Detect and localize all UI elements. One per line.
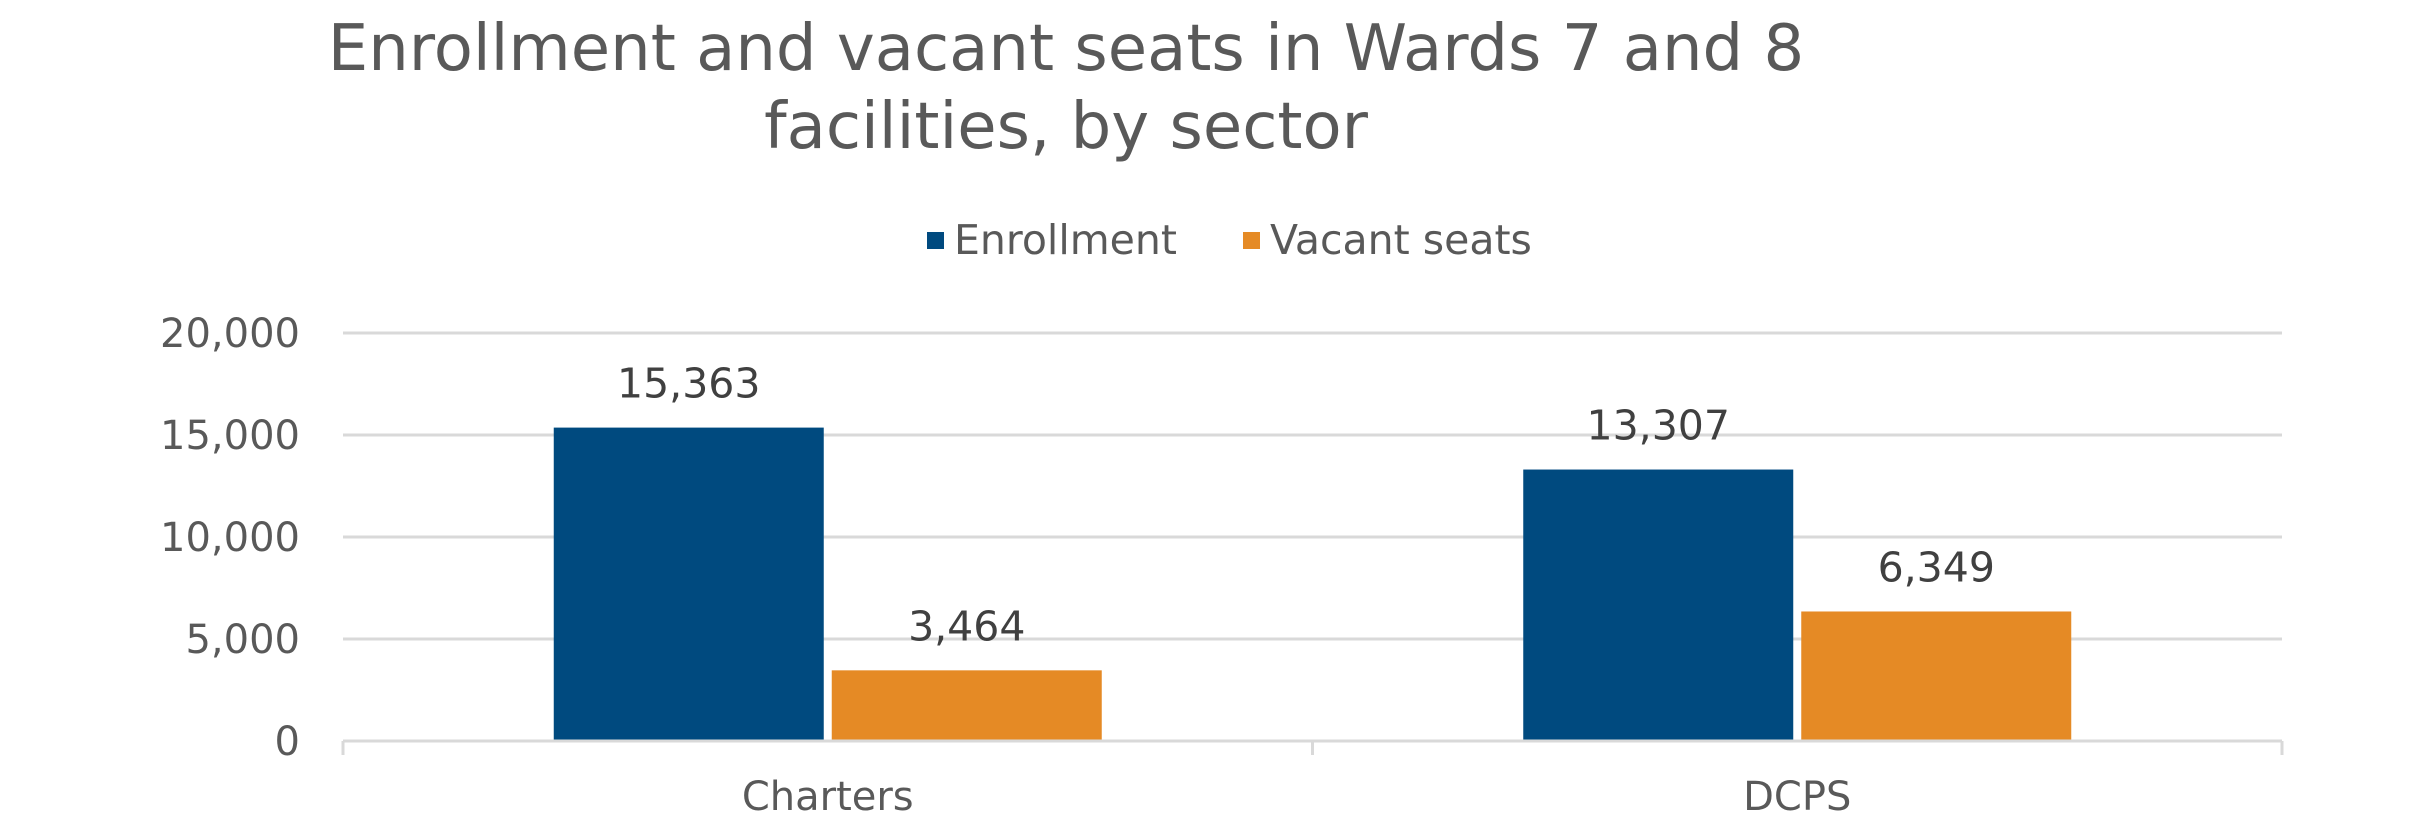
legend-label-enrollment: Enrollment (954, 216, 1177, 264)
data-label: 3,464 (908, 602, 1025, 650)
bar-enrollment-charters (553, 427, 824, 741)
bar-vacant-seats-dcps (1801, 611, 2072, 741)
y-tick-label: 10,000 (160, 515, 300, 561)
x-tick-label: Charters (742, 774, 914, 820)
x-axis (341, 739, 2284, 755)
y-tick-label: 20,000 (160, 311, 300, 357)
x-tick-label: DCPS (1743, 774, 1851, 820)
data-labels: 15,363 3,464 13,307 6,349 (617, 360, 1995, 651)
y-axis-tick-labels: 0 5,000 10,000 15,000 20,000 (160, 311, 300, 765)
data-label: 6,349 (1878, 543, 1995, 591)
bar-vacant-seats-charters (831, 670, 1102, 741)
y-tick-label: 0 (275, 719, 300, 765)
y-tick-label: 15,000 (160, 413, 300, 459)
data-label: 15,363 (617, 360, 760, 408)
legend-swatch-vacant-seats (1243, 232, 1260, 249)
data-label: 13,307 (1587, 402, 1730, 450)
legend-swatch-enrollment (927, 232, 944, 249)
y-tick-label: 5,000 (185, 617, 300, 663)
bars (553, 427, 2072, 741)
bar-enrollment-dcps (1523, 469, 1794, 741)
chart-title-line-2: facilities, by sector (764, 90, 1369, 164)
legend-label-vacant-seats: Vacant seats (1270, 216, 1532, 264)
x-axis-tick-labels: Charters DCPS (742, 774, 1852, 820)
chart-title-line-1: Enrollment and vacant seats in Wards 7 a… (328, 12, 1804, 86)
legend: Enrollment Vacant seats (927, 216, 1532, 264)
